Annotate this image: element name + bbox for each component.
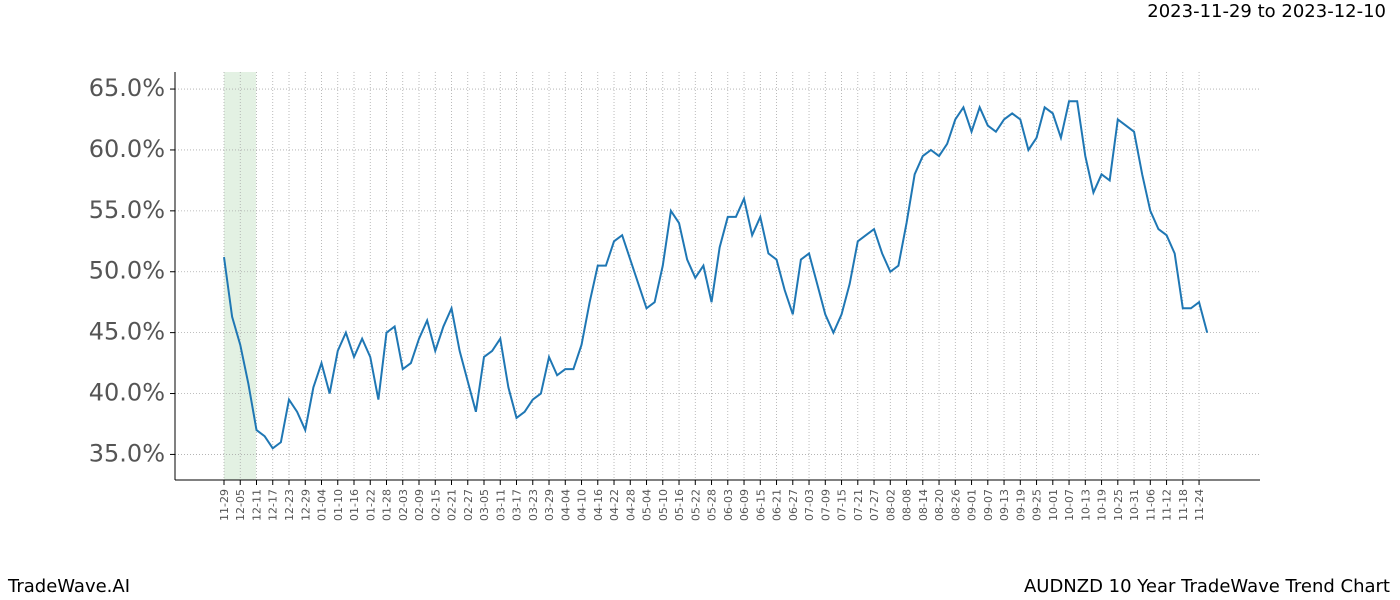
x-tick-label: 02-15 <box>429 489 442 521</box>
x-tick-label: 07-27 <box>868 489 881 521</box>
line <box>223 100 1209 450</box>
x-tick-label: 05-22 <box>689 489 702 521</box>
x-tick-label: 03-11 <box>494 489 507 521</box>
y-tick-label: 45.0% <box>89 318 165 346</box>
x-tick-label: 09-07 <box>982 489 995 521</box>
x-tick-label: 09-19 <box>1014 489 1027 521</box>
x-tick-label: 04-28 <box>624 489 637 521</box>
x-tick-label: 10-07 <box>1063 489 1076 521</box>
y-tick-label: 40.0% <box>89 379 165 407</box>
x-tick-label: 08-14 <box>917 489 930 521</box>
y-tick-label: 55.0% <box>89 196 165 224</box>
x-tick-label: 02-27 <box>462 489 475 521</box>
y-tick-label: 65.0% <box>89 74 165 102</box>
x-tick-label: 01-28 <box>381 489 394 521</box>
x-tick-label: 05-10 <box>657 489 670 521</box>
x-tick-label: 11-18 <box>1177 489 1190 521</box>
x-tick-label: 06-27 <box>787 489 800 521</box>
chart-title: 2023-11-29 to 2023-12-10 <box>1147 1 1386 22</box>
y-tick-label: 50.0% <box>89 257 165 285</box>
x-tick-label: 10-31 <box>1128 489 1141 521</box>
x-tick-label: 11-24 <box>1193 489 1206 521</box>
x-tick-label: 08-08 <box>901 489 914 521</box>
x-tick-label: 08-26 <box>949 489 962 521</box>
x-tick-label: 04-22 <box>608 489 621 521</box>
x-tick-label: 12-29 <box>299 489 312 521</box>
x-tick-label: 02-09 <box>413 489 426 521</box>
x-tick-label: 12-23 <box>283 489 296 521</box>
y-tick-label: 60.0% <box>89 135 165 163</box>
x-tick-label: 05-16 <box>673 489 686 521</box>
x-tick-label: 12-11 <box>250 489 263 521</box>
x-tick-label: 11-06 <box>1144 489 1157 521</box>
x-tick-label: 02-03 <box>397 489 410 521</box>
x-tick-label: 06-15 <box>754 489 767 521</box>
x-tick-label: 03-29 <box>543 489 556 521</box>
x-tick-label: 01-04 <box>316 489 329 521</box>
x-tick-label: 03-17 <box>511 489 524 521</box>
grid <box>175 72 1260 480</box>
x-tick-label: 09-01 <box>966 489 979 521</box>
x-tick-label: 09-13 <box>998 489 1011 521</box>
x-tick-label: 09-25 <box>1031 489 1044 521</box>
y-tick-label: 35.0% <box>89 439 165 467</box>
x-tick-label: 10-13 <box>1079 489 1092 521</box>
x-tick-label: 11-12 <box>1161 489 1174 521</box>
x-tick-label: 05-28 <box>706 489 719 521</box>
x-tick-label: 02-21 <box>446 489 459 521</box>
x-tick-label: 07-09 <box>819 489 832 521</box>
x-tick-label: 06-21 <box>771 489 784 521</box>
x-tick-label: 08-02 <box>884 489 897 521</box>
x-tick-label: 04-04 <box>559 489 572 521</box>
x-tick-label: 08-20 <box>933 489 946 521</box>
x-tick-label: 01-10 <box>332 489 345 521</box>
x-tick-label: 07-03 <box>803 489 816 521</box>
x-tick-label: 04-16 <box>592 489 605 521</box>
x-tick-label: 11-29 <box>218 489 231 521</box>
x-tick-label: 05-04 <box>641 489 654 521</box>
caption: AUDNZD 10 Year TradeWave Trend Chart <box>1024 576 1390 597</box>
x-tick-label: 07-21 <box>852 489 865 521</box>
x-tick-label: 04-10 <box>576 489 589 521</box>
x-tick-label: 06-09 <box>738 489 751 521</box>
x-tick-label: 03-05 <box>478 489 491 521</box>
x-tick-label: 10-01 <box>1047 489 1060 521</box>
x-tick-label: 01-16 <box>348 489 361 521</box>
x-tick-label: 01-22 <box>364 489 377 521</box>
x-tick-label: 10-19 <box>1096 489 1109 521</box>
x-tick-label: 06-03 <box>722 489 735 521</box>
x-tick-label: 12-17 <box>267 489 280 521</box>
brand: TradeWave.AI <box>7 576 130 597</box>
x-tick-label: 07-15 <box>836 489 849 521</box>
x-tick-label: 10-25 <box>1112 489 1125 521</box>
x-tick-label: 03-23 <box>527 489 540 521</box>
x-tick-label: 12-05 <box>234 489 247 521</box>
